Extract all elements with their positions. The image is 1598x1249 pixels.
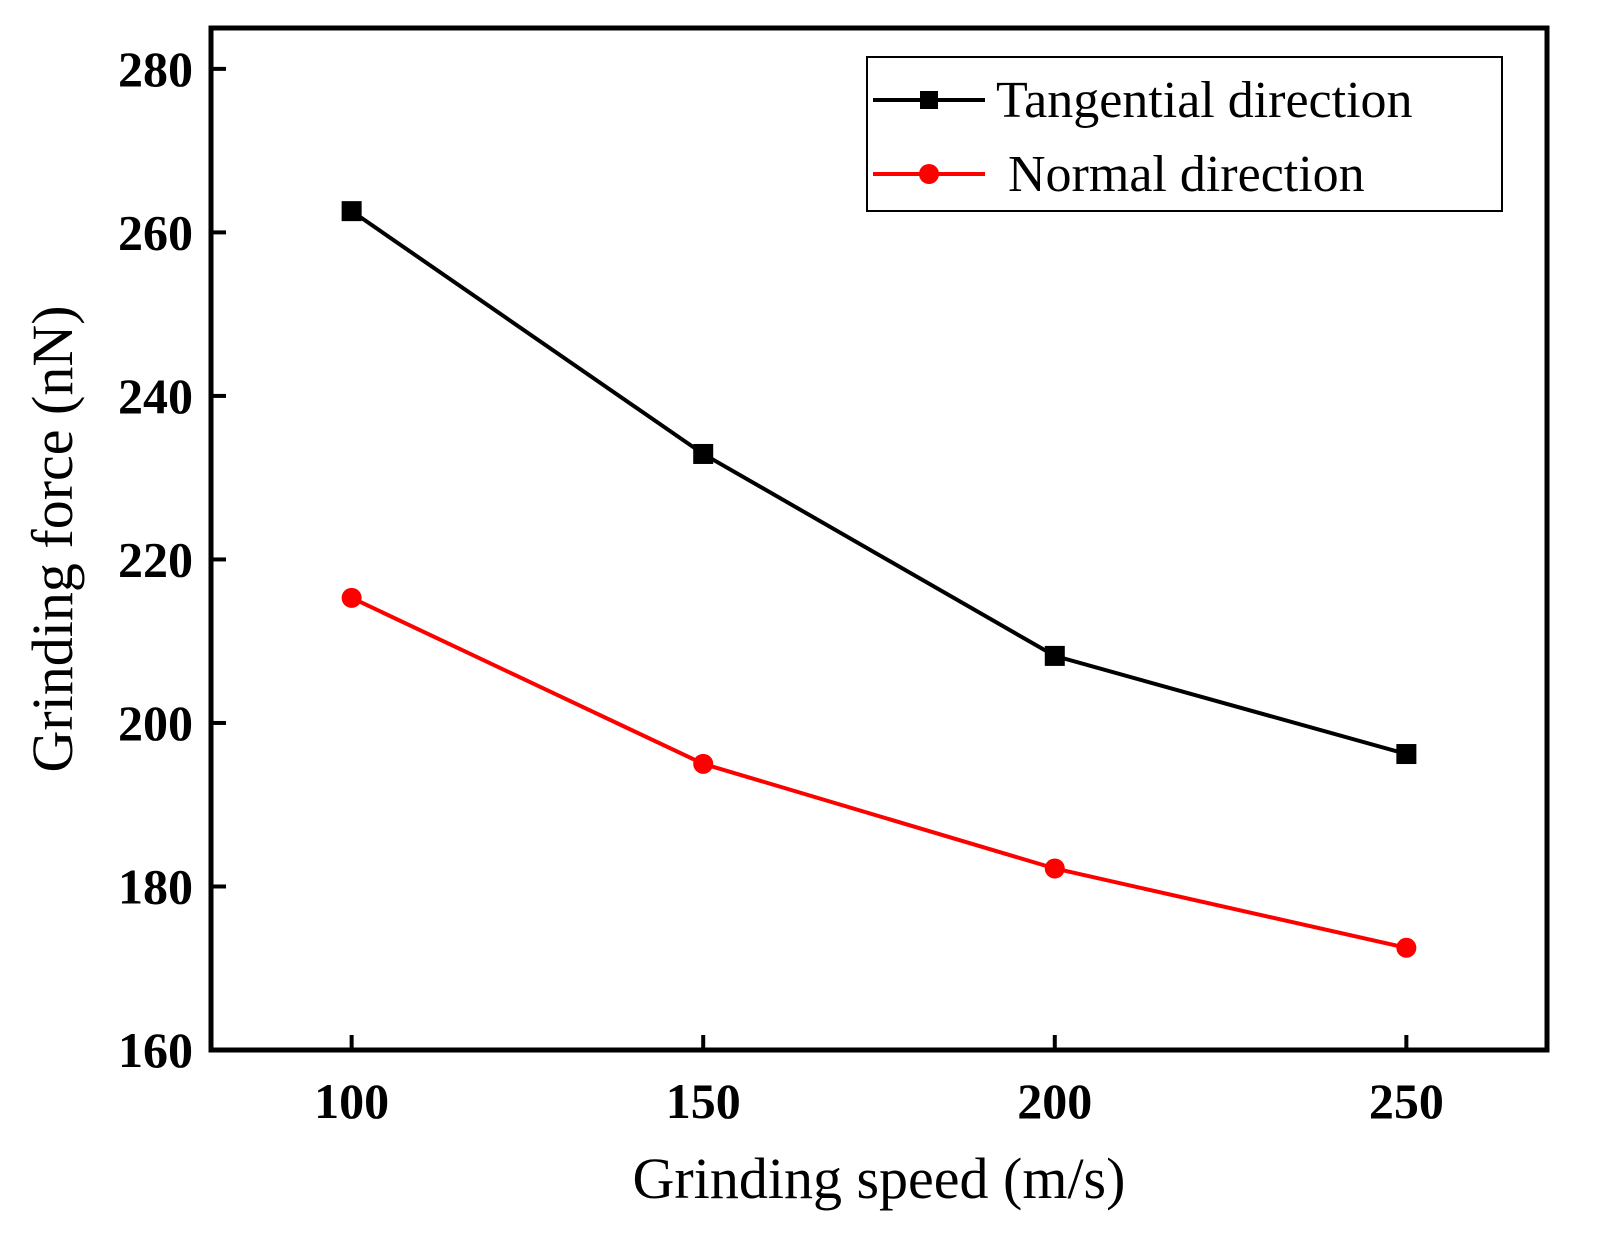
legend: Tangential direction Normal direction [866,56,1503,212]
series-line-tangential [350,209,1407,756]
y-tick-label: 180 [118,858,193,914]
y-tick-label: 260 [118,204,193,260]
y-axis-label: Grinding force (nN) [20,305,85,772]
x-tick-label: 150 [666,1073,741,1129]
data-point-tangential [1044,645,1065,666]
x-axis-label: Grinding speed (m/s) [633,1146,1126,1211]
y-tick-label: 200 [118,695,193,751]
data-point-normal [693,753,714,774]
legend-label-normal: Normal direction [1008,146,1365,203]
legend-frame [866,56,1503,212]
plot-frame [208,25,1550,1053]
legend-label-tangential: Tangential direction [996,72,1413,129]
data-point-normal [1044,858,1065,879]
series-line-normal [350,596,1407,950]
data-point-normal [1396,937,1417,958]
data-point-tangential [1396,744,1417,765]
y-tick-label: 220 [118,531,193,587]
y-tick-label: 160 [118,1022,193,1078]
data-point-tangential [341,201,362,222]
y-tick-label: 240 [118,368,193,424]
x-tick-label: 100 [314,1073,389,1129]
data-point-tangential [693,443,714,464]
legend-marker-tangential [920,91,938,109]
x-tick-label: 200 [1017,1073,1092,1129]
legend-marker-normal [919,164,939,184]
y-tick-label: 280 [118,41,193,97]
x-tick-label: 250 [1369,1073,1444,1129]
data-point-normal [341,587,362,608]
